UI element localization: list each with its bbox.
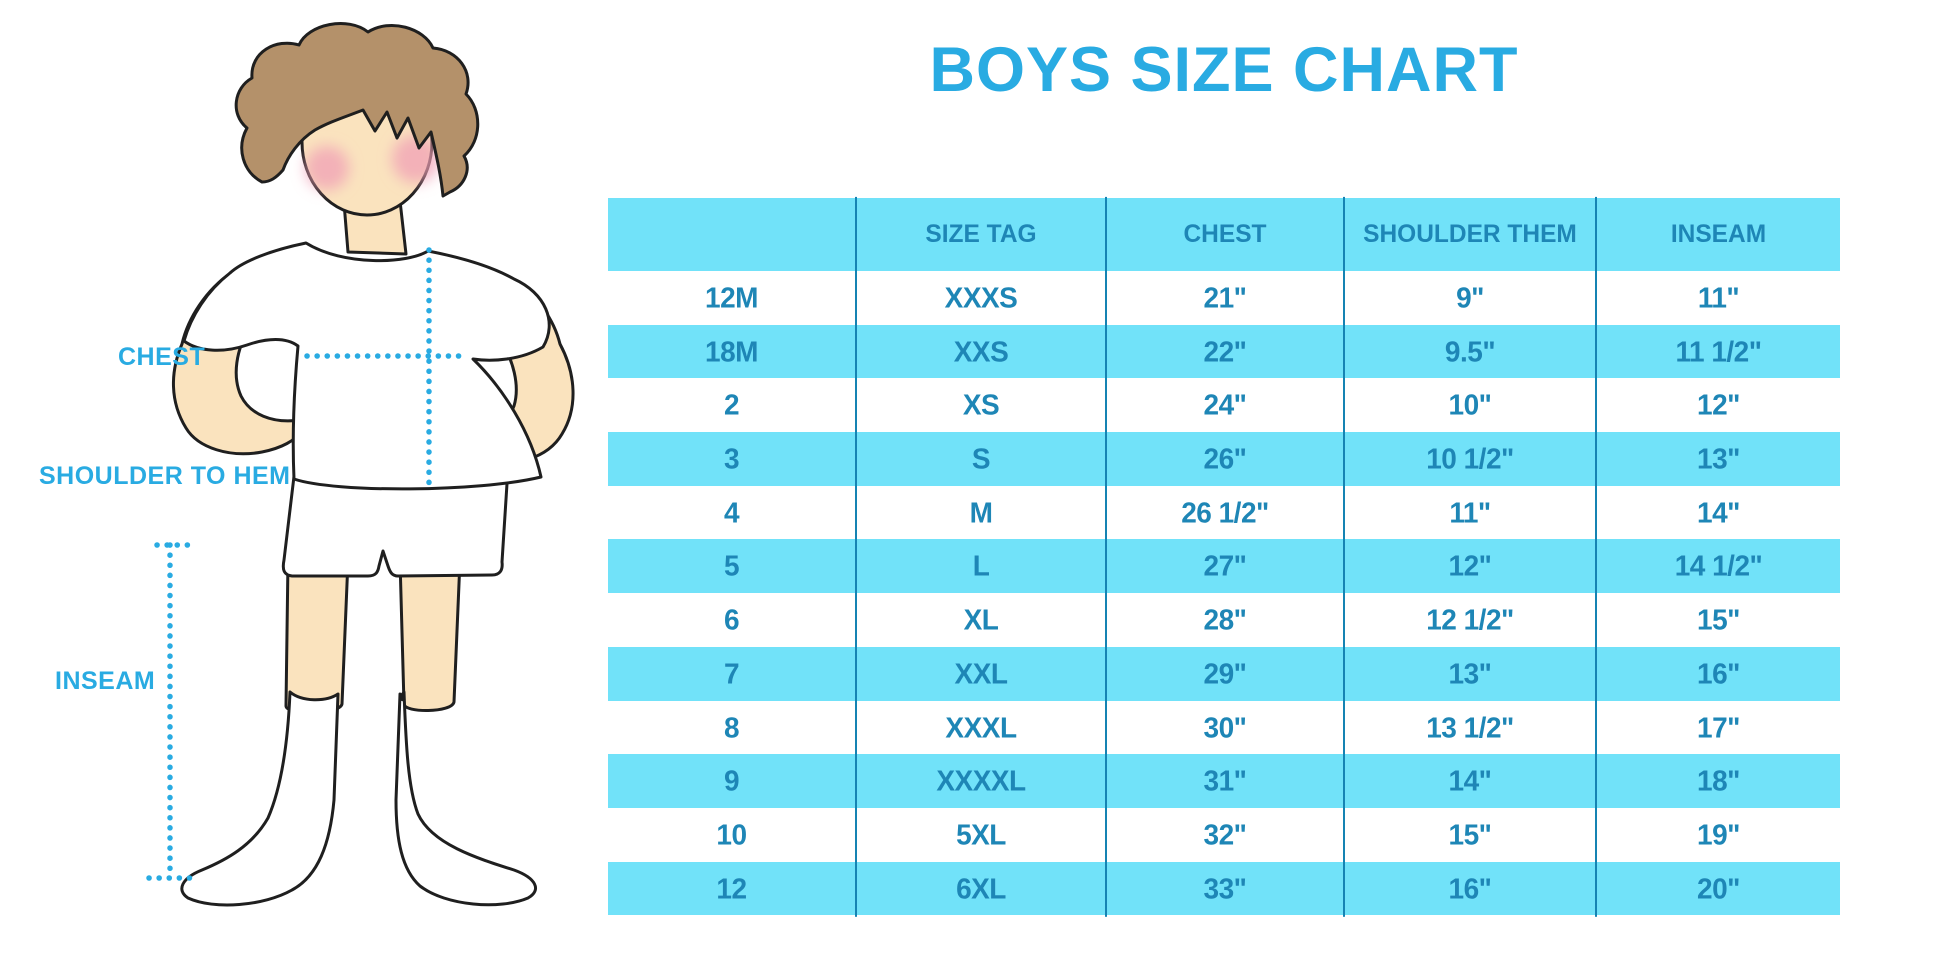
column-header: SHOULDER THEM bbox=[1343, 196, 1595, 273]
table-cell: 12M bbox=[705, 281, 758, 314]
table-cell: 11 1/2" bbox=[1595, 323, 1840, 380]
table-cell: XXXS bbox=[855, 270, 1105, 326]
table-cell: 4 bbox=[723, 496, 740, 529]
table-cell: 5 bbox=[723, 549, 740, 582]
table-row: 18M XXS 22" 9.5" 11 1/2" bbox=[608, 323, 1840, 380]
table-cell: 33" bbox=[1105, 860, 1343, 917]
table-cell: 2 bbox=[723, 388, 740, 421]
table-cell: 9 bbox=[723, 764, 740, 797]
table-cell: 10 bbox=[716, 818, 747, 851]
table-cell: XS bbox=[855, 377, 1105, 433]
table-row: 3 S 26" 10 1/2" 13" bbox=[608, 431, 1840, 487]
table-cell: 16" bbox=[1343, 860, 1595, 917]
table-cell: 28" bbox=[1105, 592, 1343, 648]
table-cell: 12 1/2" bbox=[1343, 592, 1595, 648]
table-row: 8 XXXL 30" 13 1/2" 17" bbox=[608, 699, 1840, 755]
table-cell: 8 bbox=[723, 710, 740, 743]
table-cell: 30" bbox=[1105, 699, 1343, 755]
table-cell: 14 1/2" bbox=[1595, 538, 1840, 594]
table-cell: XXXXL bbox=[855, 753, 1105, 809]
boy-illustration bbox=[146, 22, 575, 907]
table-cell: 24" bbox=[1105, 377, 1343, 433]
table-cell: XXXL bbox=[855, 699, 1105, 755]
column-header: SIZE TAG bbox=[855, 196, 1105, 273]
table-row: 5 L 27" 12" 14 1/2" bbox=[608, 538, 1840, 594]
page-title: BOYS SIZE CHART bbox=[929, 35, 1519, 105]
table-cell: 13 1/2" bbox=[1343, 699, 1595, 755]
table-cell: 22" bbox=[1105, 323, 1343, 380]
table-cell: XL bbox=[855, 592, 1105, 648]
table-row: 7 XXL 29" 13" 16" bbox=[608, 646, 1840, 702]
table-cell: 14" bbox=[1343, 753, 1595, 809]
table-cell: 21" bbox=[1105, 270, 1343, 326]
table-cell: 12 bbox=[716, 871, 747, 904]
table-cell: 9.5" bbox=[1343, 323, 1595, 380]
column-header: INSEAM bbox=[1595, 196, 1840, 273]
table-cell: 20" bbox=[1595, 860, 1840, 917]
table-cell: 6XL bbox=[855, 860, 1105, 917]
boy-measurement-figure: CHEST SHOULDER TO HEM INSEAM bbox=[0, 0, 620, 973]
table-row: 6 XL 28" 12 1/2" 15" bbox=[608, 592, 1840, 648]
table-cell: 18" bbox=[1595, 753, 1840, 809]
chest-label: CHEST bbox=[118, 343, 206, 371]
column-header bbox=[608, 197, 855, 272]
table-cell: 3 bbox=[723, 442, 740, 475]
table-cell: 13" bbox=[1343, 646, 1595, 702]
table-row: 9 XXXXL 31" 14" 18" bbox=[608, 753, 1840, 809]
table-cell: 19" bbox=[1595, 807, 1840, 863]
table-cell: 27" bbox=[1105, 538, 1343, 594]
table-row: 2 XS 24" 10" 12" bbox=[608, 377, 1840, 433]
table-cell: 15" bbox=[1343, 807, 1595, 863]
table-cell: XXL bbox=[855, 646, 1105, 702]
table-cell: 12" bbox=[1595, 377, 1840, 433]
table-row: 4 M 26 1/2" 11" 14" bbox=[608, 484, 1840, 541]
shoulder-to-hem-label: SHOULDER TO HEM bbox=[39, 462, 291, 490]
table-cell: 9" bbox=[1343, 270, 1595, 326]
table-cell: 11" bbox=[1343, 484, 1595, 541]
table-cell: 26 1/2" bbox=[1105, 484, 1343, 541]
hair bbox=[234, 22, 480, 198]
table-cell: 29" bbox=[1105, 646, 1343, 702]
table-cell: 11" bbox=[1595, 270, 1840, 326]
table-cell: 14" bbox=[1595, 484, 1840, 541]
table-row: 12 6XL 33" 16" 20" bbox=[608, 860, 1840, 917]
table-cell: XXS bbox=[855, 323, 1105, 380]
table-cell: M bbox=[855, 484, 1105, 541]
table-cell: 13" bbox=[1595, 431, 1840, 487]
blush-cheeks bbox=[305, 135, 440, 190]
table-cell: 15" bbox=[1595, 592, 1840, 648]
measurement-dotted-lines bbox=[146, 247, 465, 881]
table-row: 10 5XL 32" 15" 19" bbox=[608, 807, 1840, 863]
table-cell: 32" bbox=[1105, 807, 1343, 863]
table-cell: 10 1/2" bbox=[1343, 431, 1595, 487]
table-row: 12M XXXS 21" 9" 11" bbox=[608, 270, 1840, 326]
table-cell: 10" bbox=[1343, 377, 1595, 433]
table-cell: 26" bbox=[1105, 431, 1343, 487]
table-cell: 31" bbox=[1105, 753, 1343, 809]
column-header: CHEST bbox=[1105, 196, 1343, 273]
table-cell: 17" bbox=[1595, 699, 1840, 755]
table-cell: 6 bbox=[723, 603, 740, 636]
table-cell: 18M bbox=[705, 335, 758, 367]
table-cell: L bbox=[855, 538, 1105, 594]
table-cell: 7 bbox=[723, 657, 740, 690]
table-header-row: SIZE TAG CHEST SHOULDER THEM INSEAM bbox=[608, 196, 1840, 273]
size-table: SIZE TAG CHEST SHOULDER THEM INSEAM 12M XXXS 2… bbox=[608, 196, 1840, 917]
table-cell: 16" bbox=[1595, 646, 1840, 702]
table-cell: 12" bbox=[1343, 538, 1595, 594]
inseam-label: INSEAM bbox=[55, 667, 156, 695]
table-cell: 5XL bbox=[855, 807, 1105, 863]
table-cell: S bbox=[855, 431, 1105, 487]
